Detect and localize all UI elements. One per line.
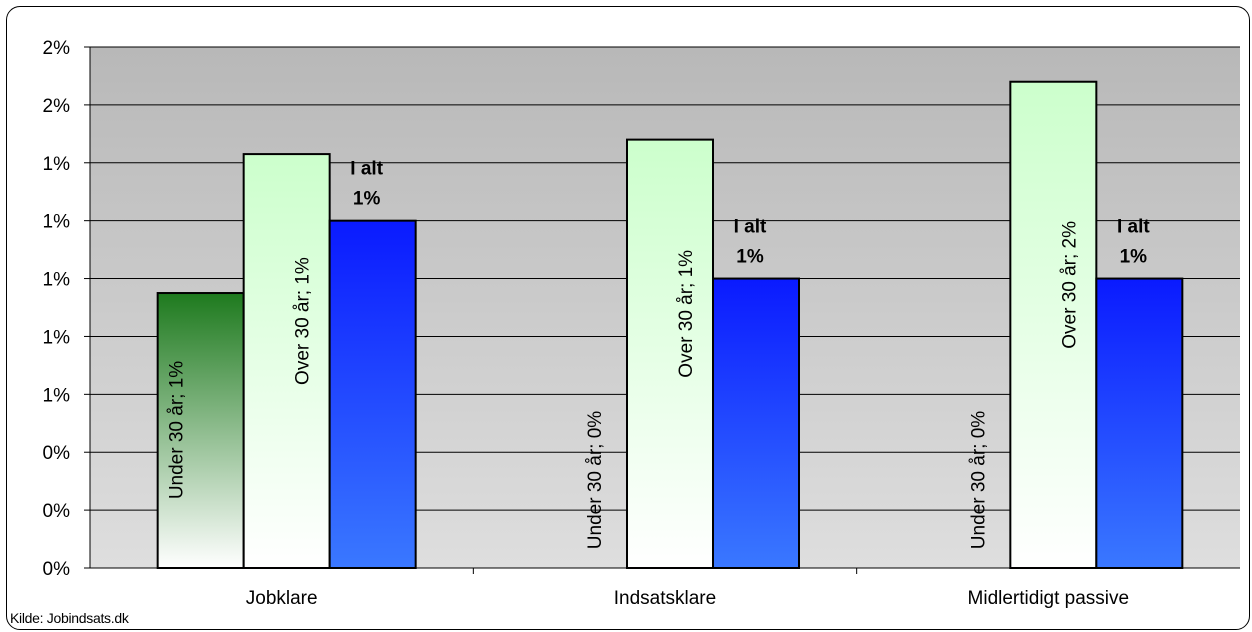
bar-over-30: [242, 153, 331, 569]
bar-data-label: Over 30 år; 1%: [293, 257, 314, 385]
y-tick-label: 1%: [43, 154, 71, 175]
bar-data-label: Under 30 år; 0%: [585, 411, 606, 549]
bar-data-label: 1%: [353, 189, 381, 210]
x-category-label: Jobklare: [246, 588, 318, 609]
bar-data-label: Over 30 år; 1%: [676, 250, 697, 378]
bar-data-label: 1%: [1120, 247, 1148, 268]
bar-data-label: Under 30 år; 1%: [167, 361, 188, 499]
y-tick-label: 1%: [43, 270, 71, 291]
y-tick-label: 2%: [43, 38, 71, 59]
bar-data-label: I alt: [1117, 217, 1150, 238]
y-tick-label: 2%: [43, 96, 71, 117]
bar-data-label: Over 30 år; 2%: [1059, 221, 1080, 349]
labels: 0% 0% 0% 1% 1% 1% 1% 1% 2% 2% Jobklare Under 30 år;…: [43, 38, 1151, 609]
y-tick-label: 1%: [43, 212, 71, 233]
bar-data-label: Under 30 år; 0%: [968, 411, 989, 549]
bar-total: [328, 219, 417, 570]
y-tick-label: 0%: [43, 559, 71, 580]
y-tick-label: 0%: [43, 443, 71, 464]
bar-data-label: I alt: [350, 159, 383, 180]
bars: [156, 80, 1184, 570]
x-category-label: Indsatsklare: [614, 588, 716, 609]
source-note: Kilde: Jobindsats.dk: [10, 610, 129, 626]
bar-total: [712, 277, 800, 569]
y-tick-label: 1%: [43, 327, 71, 348]
x-category-label: Midlertidigt passive: [968, 588, 1130, 609]
y-tick-label: 1%: [43, 385, 71, 406]
bar-over-30: [1009, 80, 1098, 569]
bar-total: [1095, 277, 1184, 569]
axes: [84, 46, 1240, 574]
bar-data-label: 1%: [736, 247, 764, 268]
bar-data-label: I alt: [734, 217, 767, 238]
y-tick-label: 0%: [43, 501, 71, 522]
bar-under-30: [156, 292, 245, 569]
bar-over-30: [626, 138, 714, 569]
